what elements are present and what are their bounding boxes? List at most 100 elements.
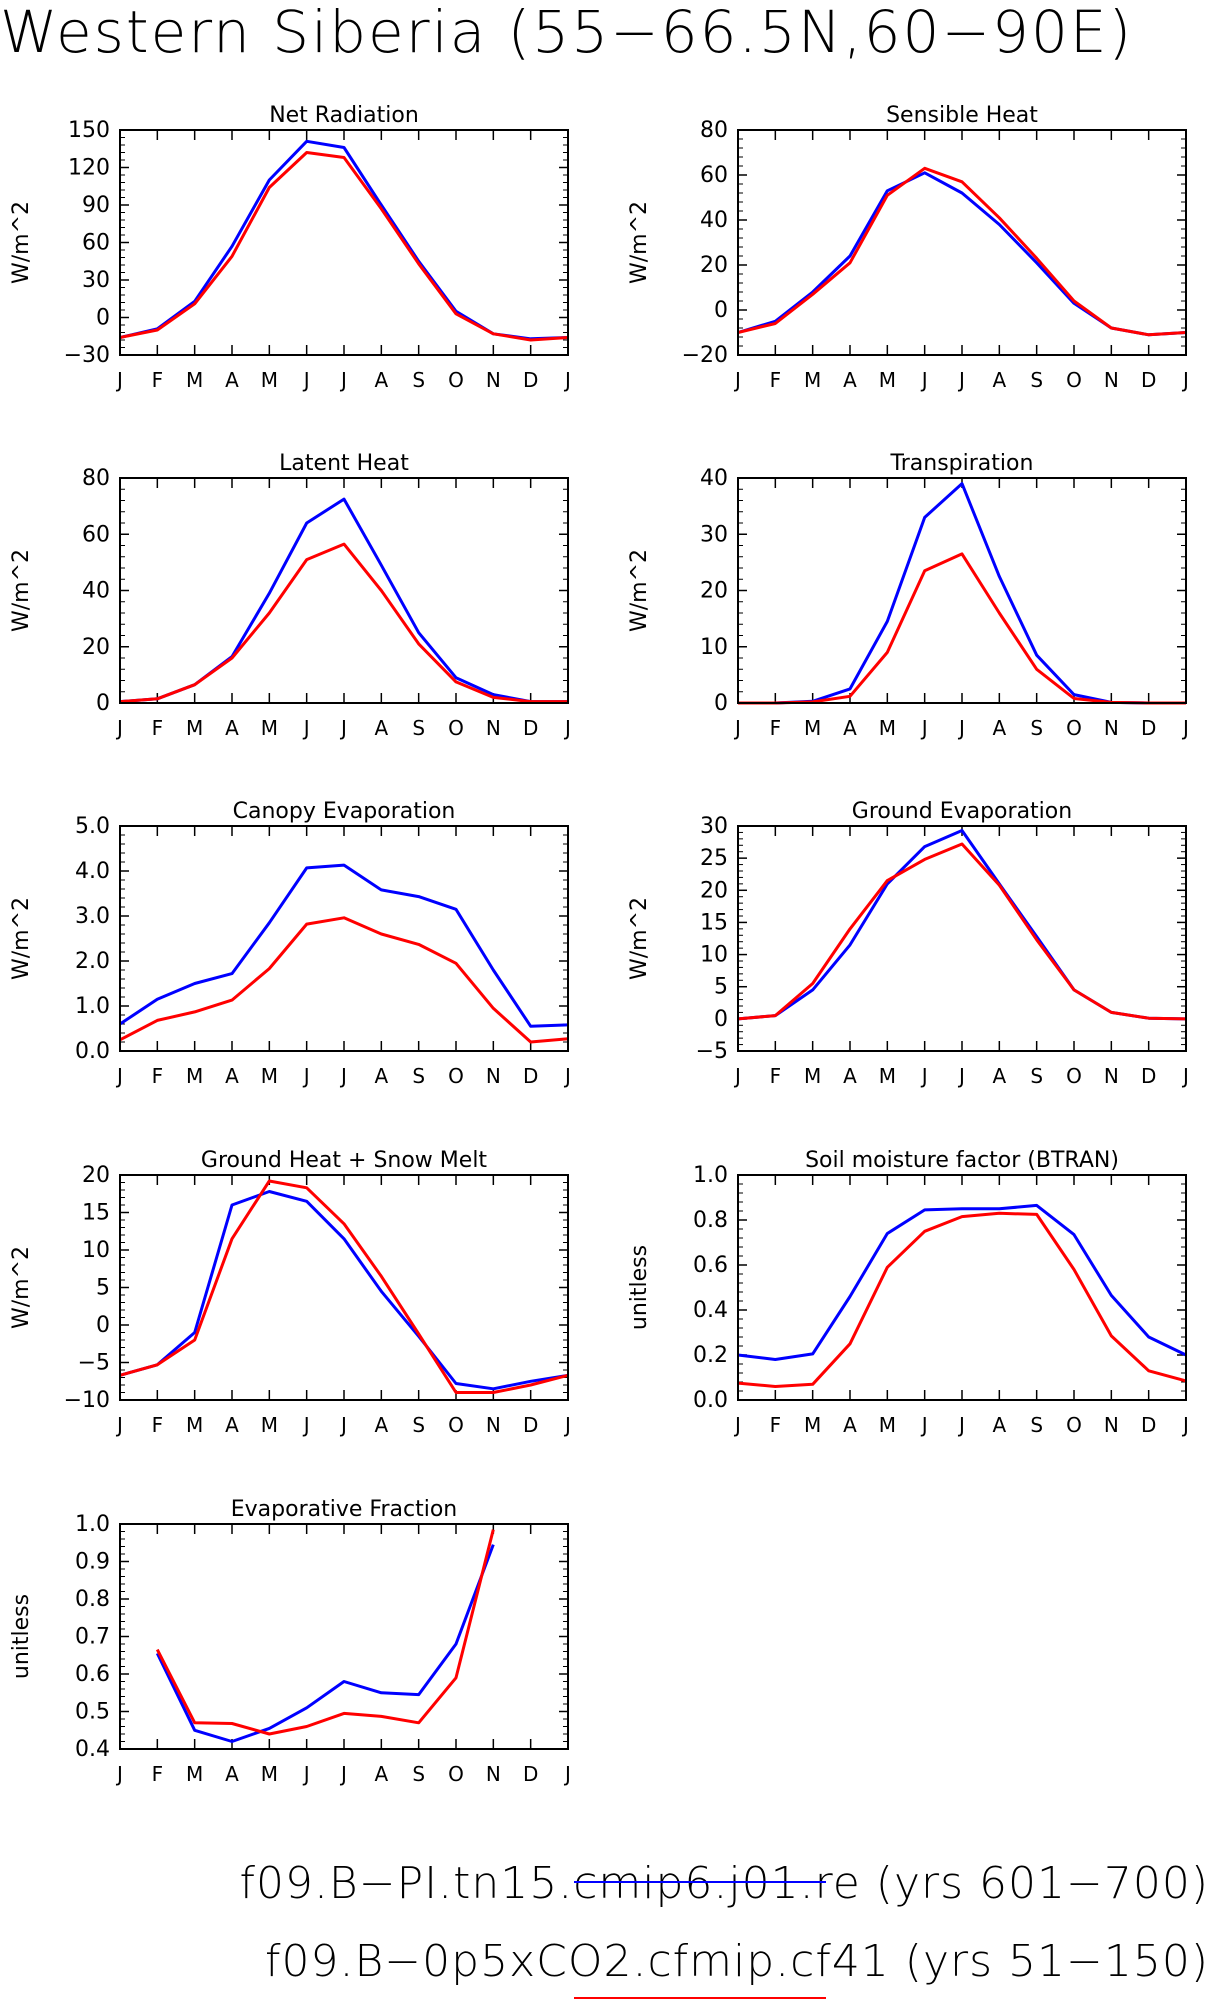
y-tick-label: 0.0	[693, 1388, 728, 1413]
x-tick-label: A	[374, 1762, 388, 1786]
x-tick-label: D	[1141, 1413, 1156, 1437]
x-tick-label: N	[1104, 1413, 1119, 1437]
x-tick-label: D	[1141, 1064, 1156, 1088]
y-tick-label: 25	[700, 846, 728, 871]
x-tick-label: J	[1181, 368, 1189, 392]
y-axis-label: W/m^2	[9, 549, 34, 632]
x-tick-label: A	[843, 1413, 857, 1437]
x-tick-label: A	[225, 368, 239, 392]
x-tick-label: O	[1066, 1413, 1082, 1437]
x-tick-label: J	[115, 716, 123, 740]
y-tick-label: 150	[68, 118, 110, 143]
y-tick-label: 0.8	[75, 1587, 110, 1612]
plot-frame	[119, 129, 569, 356]
y-tick-label: 5	[714, 975, 728, 1000]
x-tick-label: F	[770, 1064, 782, 1088]
y-tick-label: 0.4	[75, 1737, 110, 1762]
x-tick-label: J	[920, 716, 928, 740]
x-tick-label: J	[339, 716, 347, 740]
series-line	[119, 1179, 569, 1394]
panel-title: Evaporative Fraction	[231, 1497, 457, 1522]
x-tick-label: J	[920, 368, 928, 392]
x-tick-label: A	[374, 368, 388, 392]
y-tick-label: 40	[700, 208, 728, 233]
y-tick-label: 10	[700, 635, 728, 660]
panel-title: Canopy Evaporation	[233, 799, 456, 824]
y-axis-label: unitless	[627, 1245, 652, 1330]
x-tick-label: J	[957, 716, 965, 740]
series-line	[737, 1211, 1187, 1388]
x-tick-label: A	[374, 1064, 388, 1088]
x-tick-label: A	[843, 368, 857, 392]
y-tick-label: 90	[82, 193, 110, 218]
x-tick-label: N	[486, 1413, 501, 1437]
panel-title: Soil moisture factor (BTRAN)	[805, 1148, 1119, 1173]
x-tick-label: J	[1181, 1413, 1189, 1437]
x-tick-label: J	[339, 1064, 347, 1088]
x-tick-label: F	[770, 716, 782, 740]
y-axis-label: W/m^2	[9, 201, 34, 284]
x-tick-label: O	[448, 368, 464, 392]
plot-frame	[737, 129, 1187, 356]
x-tick-label: M	[261, 1064, 278, 1088]
x-tick-label: M	[879, 1064, 896, 1088]
x-tick-label: A	[374, 1413, 388, 1437]
y-tick-label: 5	[96, 1276, 110, 1301]
y-tick-label: 0.5	[75, 1700, 110, 1725]
y-tick-label: 30	[700, 522, 728, 547]
y-tick-label: 2.0	[75, 949, 110, 974]
x-tick-label: D	[523, 1413, 538, 1437]
x-tick-label: J	[115, 1762, 123, 1786]
figure-title: Western Siberia (55−66.5N,60−90E)	[0, 0, 1133, 66]
y-tick-label: 40	[700, 466, 728, 491]
x-tick-label: F	[770, 368, 782, 392]
y-tick-label: 1.0	[693, 1163, 728, 1188]
y-axis-label: unitless	[9, 1594, 34, 1679]
x-tick-label: J	[115, 368, 123, 392]
series-line	[119, 151, 569, 342]
y-tick-label: 30	[700, 814, 728, 839]
x-tick-label: J	[957, 1064, 965, 1088]
y-tick-label: 20	[82, 635, 110, 660]
x-tick-label: J	[920, 1064, 928, 1088]
y-tick-label: 60	[82, 522, 110, 547]
x-tick-label: O	[448, 716, 464, 740]
x-tick-label: O	[448, 1762, 464, 1786]
chart-panel: Canopy Evaporation W/m^2 0.0 1.0 2.0 3.0 4.0 5.…	[9, 799, 571, 1088]
x-tick-label: S	[412, 1762, 425, 1786]
x-tick-label: M	[261, 1413, 278, 1437]
series-line	[119, 542, 568, 704]
y-tick-label: 20	[700, 878, 728, 903]
x-tick-label: M	[186, 1064, 203, 1088]
x-tick-label: D	[1141, 368, 1156, 392]
x-tick-label: D	[523, 716, 538, 740]
x-tick-label: N	[486, 368, 501, 392]
series-line	[737, 171, 1187, 337]
y-axis-label: W/m^2	[627, 549, 652, 632]
x-tick-label: J	[733, 368, 741, 392]
x-tick-label: S	[1030, 368, 1043, 392]
x-tick-label: N	[486, 1064, 501, 1088]
x-tick-label: M	[186, 1762, 203, 1786]
y-tick-label: −10	[64, 1388, 110, 1413]
y-tick-label: 0.7	[75, 1625, 110, 1650]
plot-frame	[737, 825, 1187, 1052]
x-tick-label: J	[563, 1064, 571, 1088]
series-line	[119, 863, 569, 1028]
y-tick-label: 1.0	[75, 1512, 110, 1537]
x-tick-label: A	[225, 1762, 239, 1786]
x-tick-label: F	[770, 1413, 782, 1437]
y-tick-label: 20	[700, 579, 728, 604]
x-tick-label: J	[1181, 716, 1189, 740]
x-tick-label: J	[302, 1064, 310, 1088]
y-tick-label: 0	[96, 691, 110, 716]
x-tick-label: M	[186, 368, 203, 392]
series-line	[737, 842, 1187, 1021]
x-tick-label: F	[152, 1064, 164, 1088]
x-tick-label: A	[225, 1064, 239, 1088]
x-tick-label: O	[448, 1413, 464, 1437]
